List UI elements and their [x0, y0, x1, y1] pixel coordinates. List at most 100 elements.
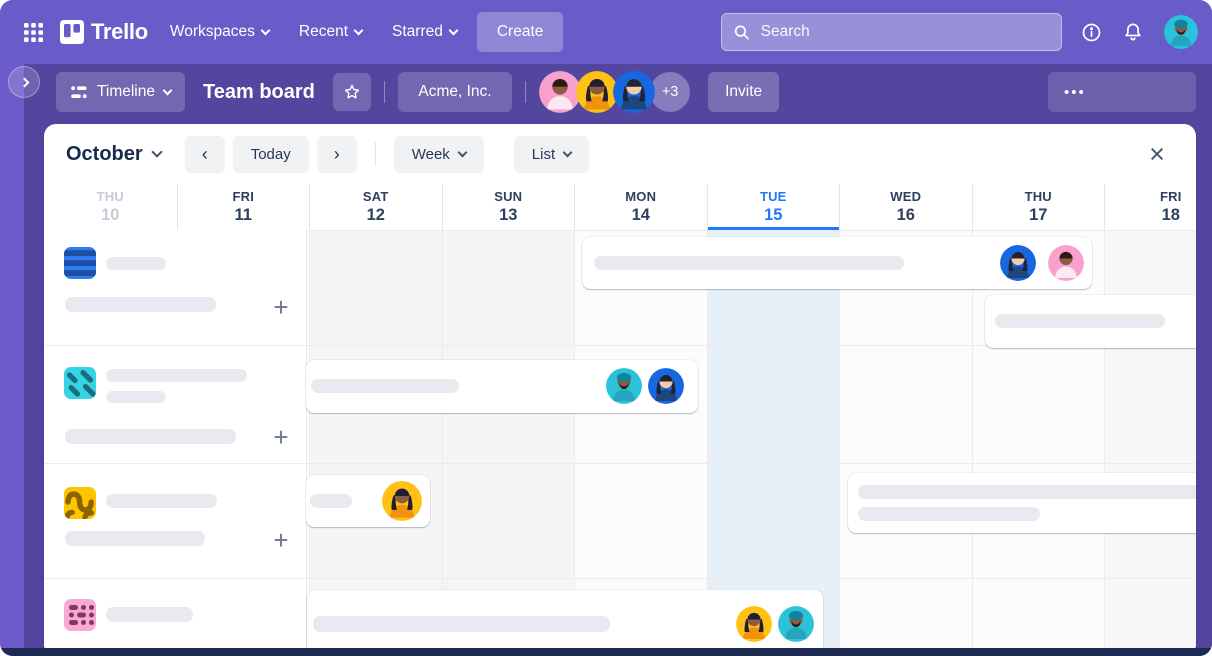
day-number: 15 — [764, 206, 783, 224]
day-header-cell: FRI 11 — [176, 184, 310, 230]
next-button[interactable]: › — [316, 135, 357, 173]
day-number: 10 — [101, 206, 120, 224]
day-name: THU — [1024, 189, 1052, 204]
grid-top-line — [307, 230, 1196, 231]
nav-item-starred[interactable]: Starred — [380, 13, 469, 51]
day-number: 16 — [896, 206, 915, 224]
card-avatar-gold — [736, 606, 772, 642]
card-avatar-pink — [1048, 245, 1084, 281]
placeholder-bar — [106, 607, 193, 622]
today-button[interactable]: Today — [232, 135, 309, 173]
chevron-down-icon — [562, 147, 573, 158]
day-header-cell: THU 17 — [971, 184, 1105, 230]
trello-logo[interactable]: Trello — [60, 19, 148, 45]
notifications-button[interactable] — [1114, 13, 1152, 51]
month-dropdown[interactable]: October — [66, 143, 163, 166]
prev-button[interactable]: ‹ — [184, 135, 225, 173]
board-title[interactable]: Team board — [203, 80, 315, 103]
row-divider — [44, 345, 1196, 346]
member-avatar-gold[interactable] — [576, 71, 619, 113]
card-avatar-blue — [1000, 245, 1036, 281]
card-avatar-blue — [648, 368, 684, 404]
nav-item-workspaces[interactable]: Workspaces — [158, 13, 281, 51]
primary-nav: Workspaces Recent Starred — [158, 13, 469, 51]
divider — [524, 81, 527, 103]
org-button[interactable]: Acme, Inc. — [398, 72, 512, 112]
add-card-button[interactable]: + — [266, 292, 296, 322]
grid-column — [839, 230, 972, 656]
timeline-toolbar: October ‹ Today › Week List × — [44, 124, 1196, 184]
member-avatar-pink[interactable] — [539, 71, 582, 113]
grouping-dropdown[interactable]: List — [513, 135, 590, 173]
grid-column-weekend — [441, 230, 574, 656]
placeholder-bar — [65, 531, 205, 546]
row-divider — [44, 463, 1196, 464]
day-header-row: THU 10 FRI 11 SAT 12 SUN 13 MON 14 TUE 15 WED 1… — [44, 184, 1196, 230]
placeholder-bar — [313, 616, 610, 632]
list-icon-stripes — [64, 247, 96, 279]
day-header-cell: WED 16 — [839, 184, 972, 230]
day-name: FRI — [1159, 189, 1182, 204]
timeline-card[interactable] — [848, 473, 1196, 533]
chevron-right-icon — [19, 77, 29, 87]
chevron-down-icon — [448, 25, 459, 35]
user-avatar[interactable] — [1164, 15, 1198, 49]
day-name: THU — [96, 189, 124, 204]
bell-icon — [1125, 23, 1141, 41]
expand-sidebar-button[interactable] — [8, 66, 40, 98]
grid-icon — [23, 22, 43, 42]
day-number: 12 — [366, 206, 385, 224]
list-icon-squiggle — [64, 487, 96, 519]
star-button[interactable] — [332, 73, 371, 111]
board-header: Timeline Team board Acme, Inc. — [24, 64, 1212, 120]
day-header-cell: THU 10 — [44, 184, 177, 230]
info-button[interactable] — [1072, 13, 1110, 51]
day-header-cell: FRI 18 — [1104, 184, 1196, 230]
timeline-view: October ‹ Today › Week List × — [44, 124, 1196, 656]
view-switcher-button[interactable]: Timeline — [56, 72, 185, 112]
nav-item-recent[interactable]: Recent — [287, 13, 374, 51]
close-button[interactable]: × — [1140, 137, 1174, 171]
list-icon-dots — [64, 599, 96, 631]
member-avatar-blue[interactable] — [613, 71, 656, 113]
add-card-button[interactable]: + — [266, 422, 296, 452]
list-row — [44, 578, 306, 656]
day-name: WED — [890, 189, 922, 204]
timeline-card[interactable] — [985, 295, 1196, 348]
day-header-cell: SUN 13 — [441, 184, 575, 230]
day-name: SAT — [362, 189, 389, 204]
invite-button[interactable]: Invite — [708, 72, 780, 112]
day-name: MON — [625, 189, 657, 204]
create-button[interactable]: Create — [476, 12, 564, 52]
app-switcher-button[interactable] — [14, 13, 52, 51]
divider — [383, 81, 386, 103]
day-name: SUN — [494, 189, 523, 204]
list-row: + — [44, 230, 306, 345]
board-menu-button[interactable]: ••• — [1048, 72, 1196, 112]
timeline-card[interactable] — [582, 237, 1092, 289]
placeholder-bar — [106, 494, 217, 508]
day-name: TUE — [759, 189, 787, 204]
placeholder-bar — [310, 494, 352, 508]
search-input[interactable] — [758, 22, 1049, 42]
list-row: + — [44, 463, 306, 578]
placeholder-bar — [106, 369, 247, 382]
chevron-down-icon — [260, 25, 271, 35]
timeline-card[interactable] — [307, 590, 823, 654]
divider — [374, 142, 376, 166]
search-box[interactable] — [721, 13, 1062, 51]
nav-item-label: Recent — [298, 23, 349, 40]
topnav-right-icons — [1072, 13, 1198, 51]
placeholder-bar — [858, 485, 1196, 499]
placeholder-bar — [65, 429, 236, 444]
add-card-button[interactable]: + — [266, 525, 296, 555]
day-number: 17 — [1029, 206, 1048, 224]
collapsed-board-sidebar[interactable] — [0, 64, 24, 656]
timeline-card[interactable] — [306, 360, 698, 413]
timeline-grid: + + — [44, 230, 1196, 656]
placeholder-bar — [106, 257, 166, 270]
zoom-dropdown[interactable]: Week — [393, 135, 484, 173]
timeline-card[interactable] — [306, 475, 430, 527]
members-overflow-badge[interactable]: +3 — [650, 72, 691, 112]
